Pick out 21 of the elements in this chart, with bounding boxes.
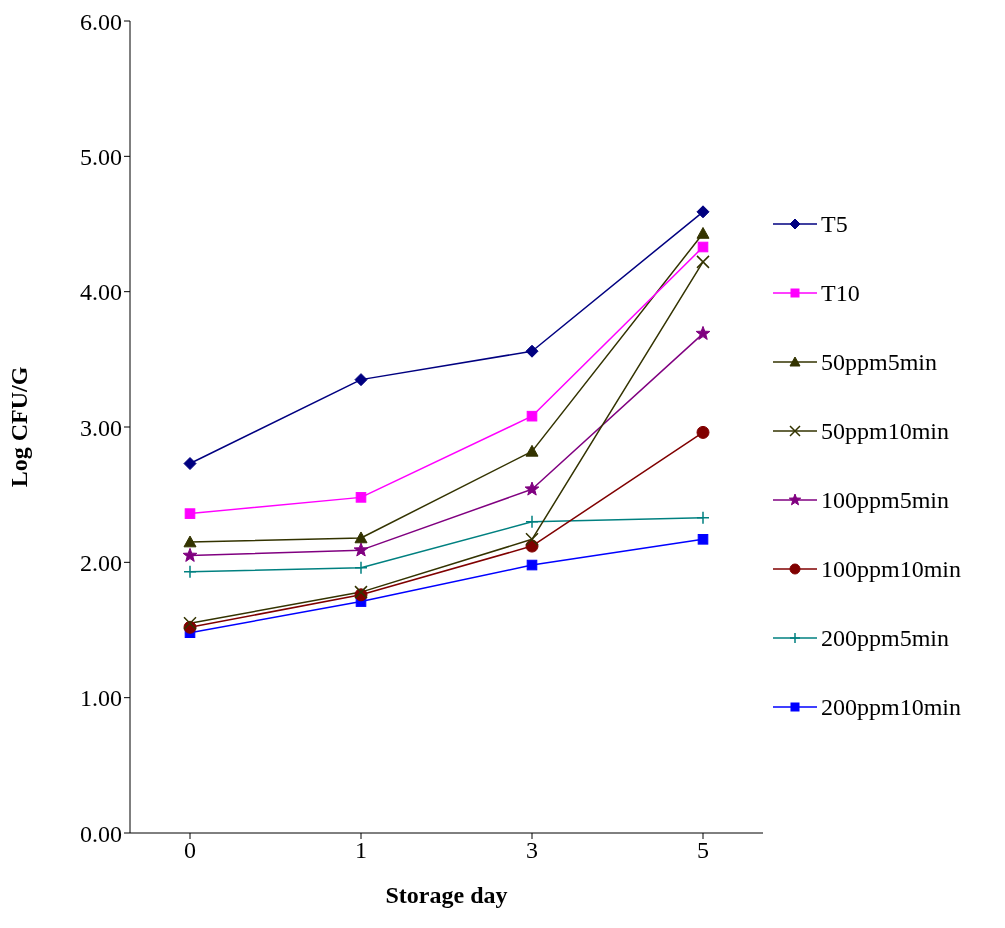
x-tick-label: 3: [526, 837, 538, 864]
legend-label: 100ppm5min: [821, 486, 950, 514]
x-tick-label: 0: [184, 837, 196, 864]
y-tick-label: 0.00: [80, 820, 122, 847]
x-tick-label: 1: [355, 837, 367, 864]
x-axis-title: Storage day: [385, 882, 508, 908]
legend-label: 100ppm10min: [821, 555, 962, 583]
y-axis-title: Log CFU/G: [5, 366, 32, 488]
legend-label: T5: [821, 210, 848, 238]
x-tick-label: 5: [697, 837, 709, 864]
legend-label: 50ppm5min: [821, 348, 938, 376]
y-tick-label: 2.00: [80, 549, 122, 576]
y-tick-label: 5.00: [80, 143, 122, 170]
legend-label: 200ppm10min: [821, 693, 962, 721]
y-tick-label: 1.00: [80, 685, 122, 712]
legend-label: 50ppm10min: [821, 417, 950, 445]
y-tick-label: 4.00: [80, 279, 122, 306]
y-tick-label: 3.00: [80, 414, 122, 441]
y-tick-label: 6.00: [80, 8, 122, 35]
legend-label: 200ppm5min: [821, 624, 950, 652]
legend-label: T10: [821, 279, 860, 307]
